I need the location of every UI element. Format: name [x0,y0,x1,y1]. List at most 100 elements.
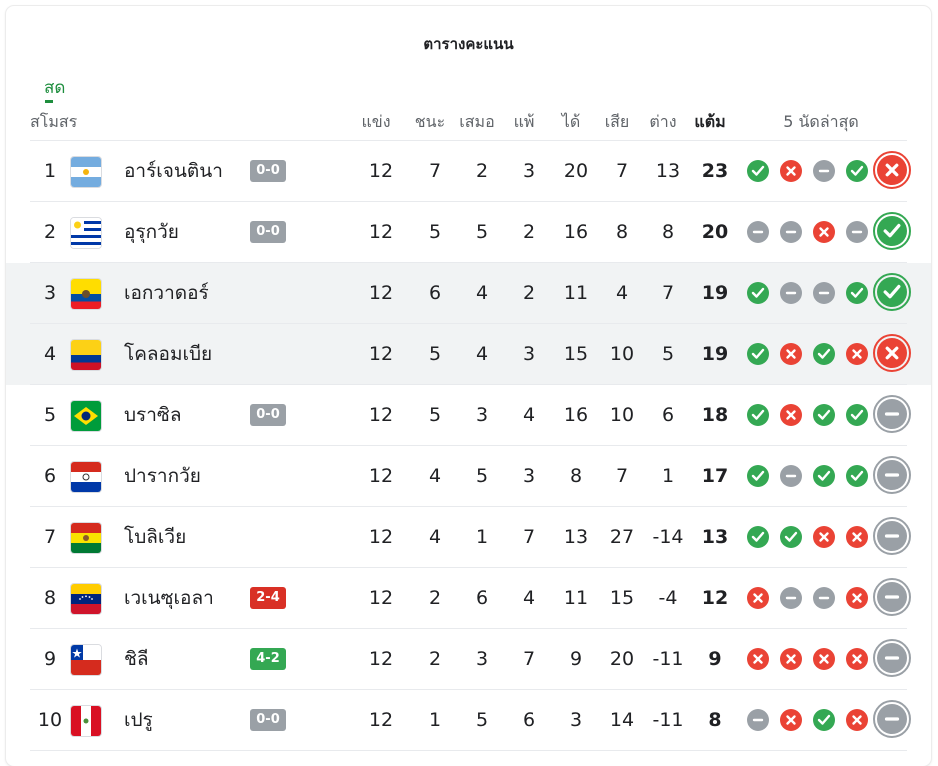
tab-live[interactable]: สด [44,78,66,98]
draw-icon[interactable] [780,465,802,487]
stat-goals-for: 16 [563,221,589,243]
loss-icon[interactable] [846,587,868,609]
stat-goal-difference: -14 [652,526,684,548]
stat-won: 2 [428,587,442,609]
win-icon[interactable] [813,465,835,487]
win-icon[interactable] [813,404,835,426]
draw-icon[interactable] [780,587,802,609]
team-name[interactable]: เวเนซุเอลา [124,587,214,609]
team-name[interactable]: อุรุกวัย [124,221,179,243]
loss-icon[interactable] [873,151,911,189]
win-icon[interactable] [846,465,868,487]
table-row[interactable]: 7 โบลิเวีย 12 4 1 7 13 27 -14 13 [6,507,931,568]
draw-icon[interactable] [873,578,911,616]
win-icon[interactable] [873,273,911,311]
team-name[interactable]: บราซิล [124,404,182,426]
table-row[interactable]: 9 ชิลี 4-2 12 2 3 7 9 20 -11 9 [6,629,931,690]
stat-lost: 6 [522,709,536,731]
live-score-badge[interactable]: 4-2 [250,648,286,670]
standings-title: ตารางคะแนน [423,35,514,53]
loss-icon[interactable] [747,587,769,609]
header-club: สโมสร [30,112,78,131]
loss-icon[interactable] [846,526,868,548]
team-name[interactable]: ชิลี [124,648,149,670]
live-score-badge[interactable]: 2-4 [250,587,286,609]
stat-goals-against: 8 [615,221,629,243]
win-icon[interactable] [747,343,769,365]
team-name[interactable]: ปารากวัย [124,465,201,487]
stat-played: 12 [368,587,394,609]
win-icon[interactable] [873,212,911,250]
header-divider [30,140,907,141]
table-row[interactable]: 10 เปรู 0-0 12 1 5 6 3 14 -11 8 [6,690,931,751]
team-name[interactable]: โคลอมเบีย [124,343,213,365]
stat-goals-against: 27 [609,526,635,548]
win-icon[interactable] [747,526,769,548]
table-row[interactable]: 5 บราซิล 0-0 12 5 3 4 16 10 6 18 [6,385,931,446]
stat-won: 4 [428,526,442,548]
position: 6 [43,465,57,487]
header-drawn: เสมอ [459,112,495,131]
draw-icon[interactable] [873,395,911,433]
loss-icon[interactable] [846,709,868,731]
draw-icon[interactable] [873,700,911,738]
table-row[interactable]: 2 อุรุกวัย 0-0 12 5 5 2 16 8 8 20 [6,202,931,263]
stat-goal-difference: 7 [661,282,675,304]
win-icon[interactable] [846,282,868,304]
draw-icon[interactable] [846,221,868,243]
loss-icon[interactable] [780,160,802,182]
loss-icon[interactable] [780,709,802,731]
live-score-badge[interactable]: 0-0 [250,160,286,182]
live-score-badge[interactable]: 0-0 [250,404,286,426]
table-row[interactable]: 8 เวเนซุเอลา 2-4 12 2 6 4 11 15 -4 12 [6,568,931,629]
ecuador-flag [70,278,102,310]
draw-icon[interactable] [873,456,911,494]
win-icon[interactable] [747,282,769,304]
loss-icon[interactable] [873,334,911,372]
stat-played: 12 [368,648,394,670]
chile-flag [70,644,102,676]
draw-icon[interactable] [813,282,835,304]
loss-icon[interactable] [813,221,835,243]
table-row[interactable]: 3 เอกวาดอร์ 12 6 4 2 11 4 7 19 [6,263,931,324]
stat-won: 5 [428,343,442,365]
loss-icon[interactable] [813,648,835,670]
win-icon[interactable] [846,160,868,182]
win-icon[interactable] [747,160,769,182]
table-row[interactable]: 6 ปารากวัย 12 4 5 3 8 7 1 17 [6,446,931,507]
win-icon[interactable] [747,465,769,487]
draw-icon[interactable] [780,282,802,304]
win-icon[interactable] [813,709,835,731]
draw-icon[interactable] [873,517,911,555]
loss-icon[interactable] [780,648,802,670]
win-icon[interactable] [780,526,802,548]
live-score-badge[interactable]: 0-0 [250,221,286,243]
loss-icon[interactable] [846,343,868,365]
draw-icon[interactable] [813,587,835,609]
table-row[interactable]: 1 อาร์เจนตินา 0-0 12 7 2 3 20 7 13 23 [6,141,931,202]
draw-icon[interactable] [813,160,835,182]
loss-icon[interactable] [780,404,802,426]
team-name[interactable]: เปรู [124,709,153,731]
draw-icon[interactable] [780,221,802,243]
standings-card: ตารางคะแนน สด สโมสร แข่ง ชนะ เสมอ แพ้ ได… [6,6,931,766]
stat-drawn: 5 [475,465,489,487]
table-row[interactable]: 4 โคลอมเบีย 12 5 4 3 15 10 5 19 [6,324,931,385]
draw-icon[interactable] [873,639,911,677]
win-icon[interactable] [813,343,835,365]
loss-icon[interactable] [780,343,802,365]
loss-icon[interactable] [813,526,835,548]
team-name[interactable]: เอกวาดอร์ [124,282,209,304]
loss-icon[interactable] [747,648,769,670]
stat-goals-against: 15 [609,587,635,609]
loss-icon[interactable] [846,648,868,670]
position: 9 [43,648,57,670]
team-name[interactable]: อาร์เจนตินา [124,160,223,182]
team-name[interactable]: โบลิเวีย [124,526,187,548]
stat-goal-difference: -11 [652,648,684,670]
live-score-badge[interactable]: 0-0 [250,709,286,731]
win-icon[interactable] [747,404,769,426]
win-icon[interactable] [846,404,868,426]
draw-icon[interactable] [747,221,769,243]
draw-icon[interactable] [747,709,769,731]
